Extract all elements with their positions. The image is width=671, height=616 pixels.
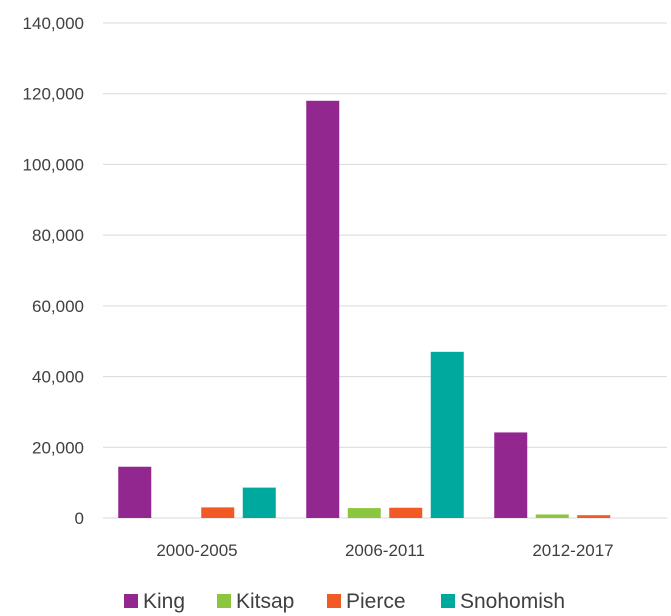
legend-label: King [143, 590, 185, 613]
legend-swatch [124, 594, 138, 608]
bar-king-2000-2005 [118, 466, 152, 518]
legend-swatch [327, 594, 341, 608]
bar-kitsap-2012-2017 [535, 514, 569, 518]
legend-swatch [441, 594, 455, 608]
legend-item-pierce: Pierce [327, 590, 406, 613]
bar-king-2012-2017 [494, 432, 528, 518]
legend: King Kitsap Pierce Snohomish [124, 590, 565, 613]
bar-king-2006-2011 [306, 100, 340, 519]
bar-snohomish-2006-2011 [430, 351, 464, 518]
bar-pierce-2012-2017 [577, 515, 611, 518]
x-category-label: 2006-2011 [345, 541, 425, 560]
y-tick-label: 140,000 [23, 14, 84, 33]
y-tick-label: 20,000 [32, 438, 84, 457]
y-tick-label: 60,000 [32, 297, 84, 316]
bar-snohomish-2000-2005 [242, 487, 276, 518]
y-tick-label: 0 [75, 509, 84, 528]
y-tick-label: 120,000 [23, 85, 84, 104]
x-category-label: 2012-2017 [532, 541, 613, 560]
y-tick-label: 40,000 [32, 368, 84, 387]
legend-item-snohomish: Snohomish [441, 590, 565, 613]
bar-pierce-2006-2011 [389, 507, 423, 518]
y-tick-label: 80,000 [32, 226, 84, 245]
legend-label: Pierce [346, 590, 406, 613]
legend-item-kitsap: Kitsap [217, 590, 294, 613]
legend-label: Kitsap [236, 590, 294, 613]
y-axis-tick-labels: 0 20,000 40,000 60,000 80,000 100,000 120,000 1… [23, 14, 84, 528]
gridlines [103, 22, 667, 519]
legend-item-king: King [124, 590, 185, 613]
legend-swatch [217, 594, 231, 608]
bar-kitsap-2006-2011 [347, 508, 381, 518]
x-category-label: 2000-2005 [156, 541, 237, 560]
bars [118, 100, 611, 519]
legend-label: Snohomish [460, 590, 565, 613]
bar-pierce-2000-2005 [201, 507, 235, 518]
y-tick-label: 100,000 [23, 155, 84, 174]
x-axis-category-labels: 2000-2005 2006-2011 2012-2017 [156, 541, 613, 560]
